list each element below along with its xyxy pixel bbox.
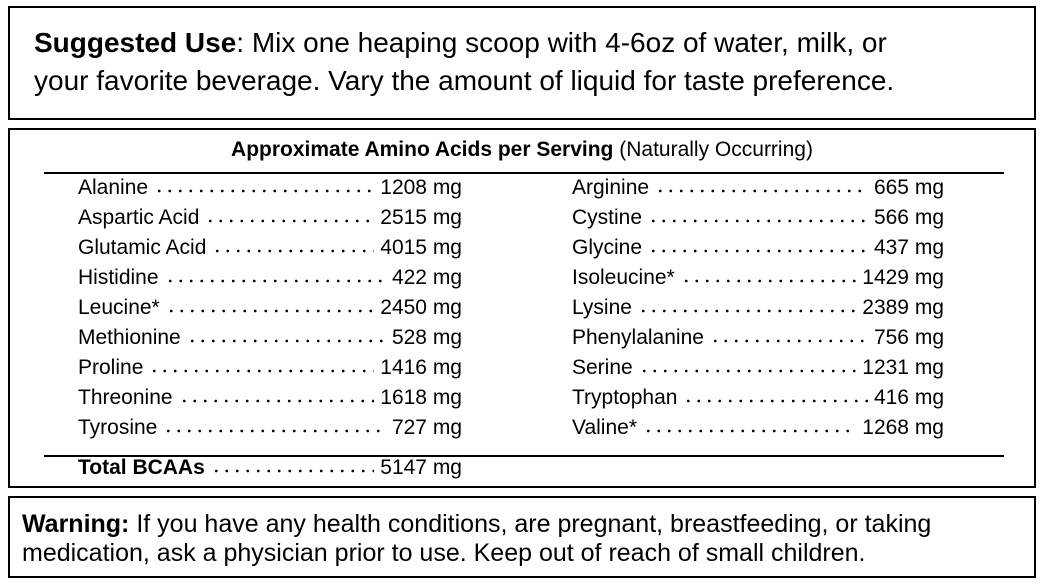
leader: [643, 428, 857, 434]
line: medication, ask a physician prior to use…: [22, 539, 866, 567]
amino-name: Leucine*: [78, 296, 160, 319]
row: Cystine 566 mg: [572, 206, 944, 234]
leader: [637, 308, 857, 314]
row: Alanine 1208 mg: [78, 176, 462, 204]
row: Glycine 437 mg: [572, 236, 944, 264]
amino-name: Alanine: [78, 176, 149, 199]
leader: [178, 398, 375, 404]
amino-amount: 422 mg: [391, 266, 462, 289]
leader: [163, 428, 386, 434]
amino-amount: 566 mg: [873, 206, 944, 229]
line: Warning: If you have any health conditio…: [22, 510, 1022, 539]
row: Threonine 1618 mg: [78, 386, 462, 414]
amino-amount: 2450 mg: [380, 296, 462, 319]
amino-amount: 1416 mg: [380, 356, 462, 379]
amino-name: Glycine: [572, 236, 643, 259]
rule: [44, 455, 1004, 457]
rule: [44, 172, 1004, 174]
label: Suggested Use: [34, 27, 237, 58]
line: your favorite beverage. Vary the amount …: [34, 65, 895, 96]
row: Methionine 528 mg: [78, 326, 462, 354]
leader: [655, 188, 868, 194]
leader: [154, 188, 375, 194]
line: Suggested Use: Mix one heaping scoop wit…: [34, 24, 1010, 62]
amino-name: Lysine: [572, 296, 632, 319]
leader: [709, 338, 868, 344]
leader: [680, 278, 857, 284]
leader: [210, 468, 375, 474]
amino-table: Approximate Amino Acids per Serving (Nat…: [8, 128, 1036, 488]
amino-name: Histidine: [78, 266, 159, 289]
text: If you have any health conditions, are p…: [136, 510, 932, 538]
leader: [648, 218, 868, 224]
row: Arginine 665 mg: [572, 176, 944, 204]
amino-amount: 727 mg: [391, 416, 462, 439]
leader: [638, 368, 857, 374]
amino-name: Glutamic Acid: [78, 236, 207, 259]
row: Proline 1416 mg: [78, 356, 462, 384]
amino-name: Threonine: [78, 386, 173, 409]
amino-amount: 437 mg: [873, 236, 944, 259]
amino-name: Arginine: [572, 176, 650, 199]
amino-name: Valine*: [572, 416, 637, 439]
amino-name: Cystine: [572, 206, 643, 229]
amino-amount: 1208 mg: [380, 176, 462, 199]
row: Tyrosine 727 mg: [78, 416, 462, 444]
amino-name: Tyrosine: [78, 416, 158, 439]
amino-amount: 1429 mg: [862, 266, 944, 289]
warning-box: Warning: If you have any health conditio…: [8, 496, 1036, 578]
leader: [205, 218, 375, 224]
amino-amount: 2389 mg: [862, 296, 944, 319]
label: Warning:: [22, 510, 130, 538]
amino-amount: 1618 mg: [380, 386, 462, 409]
row: Lysine 2389 mg: [572, 296, 944, 324]
amino-amount: 756 mg: [873, 326, 944, 349]
table-title: Approximate Amino Acids per Serving (Nat…: [10, 138, 1034, 162]
amino-amount: 665 mg: [873, 176, 944, 199]
text: : Mix one heaping scoop with 4-6oz of wa…: [236, 27, 887, 58]
leader: [149, 368, 375, 374]
title: Approximate Amino Acids per Serving: [231, 138, 614, 161]
leader: [212, 248, 375, 254]
amino-name: Aspartic Acid: [78, 206, 200, 229]
row: Isoleucine* 1429 mg: [572, 266, 944, 294]
amino-amount: 4015 mg: [380, 236, 462, 259]
row: Tryptophan 416 mg: [572, 386, 944, 414]
leader: [165, 308, 375, 314]
subtitle: (Naturally Occurring): [619, 138, 813, 161]
row: Glutamic Acid 4015 mg: [78, 236, 462, 264]
amino-name: Proline: [78, 356, 144, 379]
row: Total BCAAs 5147 mg: [78, 456, 462, 484]
leader: [186, 338, 386, 344]
row: Leucine* 2450 mg: [78, 296, 462, 324]
amino-name: Serine: [572, 356, 633, 379]
amino-amount: 416 mg: [873, 386, 944, 409]
amino-amount: 2515 mg: [380, 206, 462, 229]
amino-name: Tryptophan: [572, 386, 678, 409]
row: Valine* 1268 mg: [572, 416, 944, 444]
amino-name: Methionine: [78, 326, 181, 349]
row: Serine 1231 mg: [572, 356, 944, 384]
amino-name: Isoleucine*: [572, 266, 675, 289]
amino-name: Phenylalanine: [572, 326, 704, 349]
row: Phenylalanine 756 mg: [572, 326, 944, 354]
amino-name: Total BCAAs: [78, 456, 205, 479]
row: Histidine 422 mg: [78, 266, 462, 294]
amino-amount: 5147 mg: [380, 456, 462, 479]
suggested-use-box: Suggested Use: Mix one heaping scoop wit…: [8, 6, 1036, 120]
leader: [164, 278, 386, 284]
amino-amount: 528 mg: [391, 326, 462, 349]
leader: [683, 398, 868, 404]
leader: [648, 248, 868, 254]
row: Aspartic Acid 2515 mg: [78, 206, 462, 234]
amino-amount: 1231 mg: [862, 356, 944, 379]
amino-amount: 1268 mg: [862, 416, 944, 439]
